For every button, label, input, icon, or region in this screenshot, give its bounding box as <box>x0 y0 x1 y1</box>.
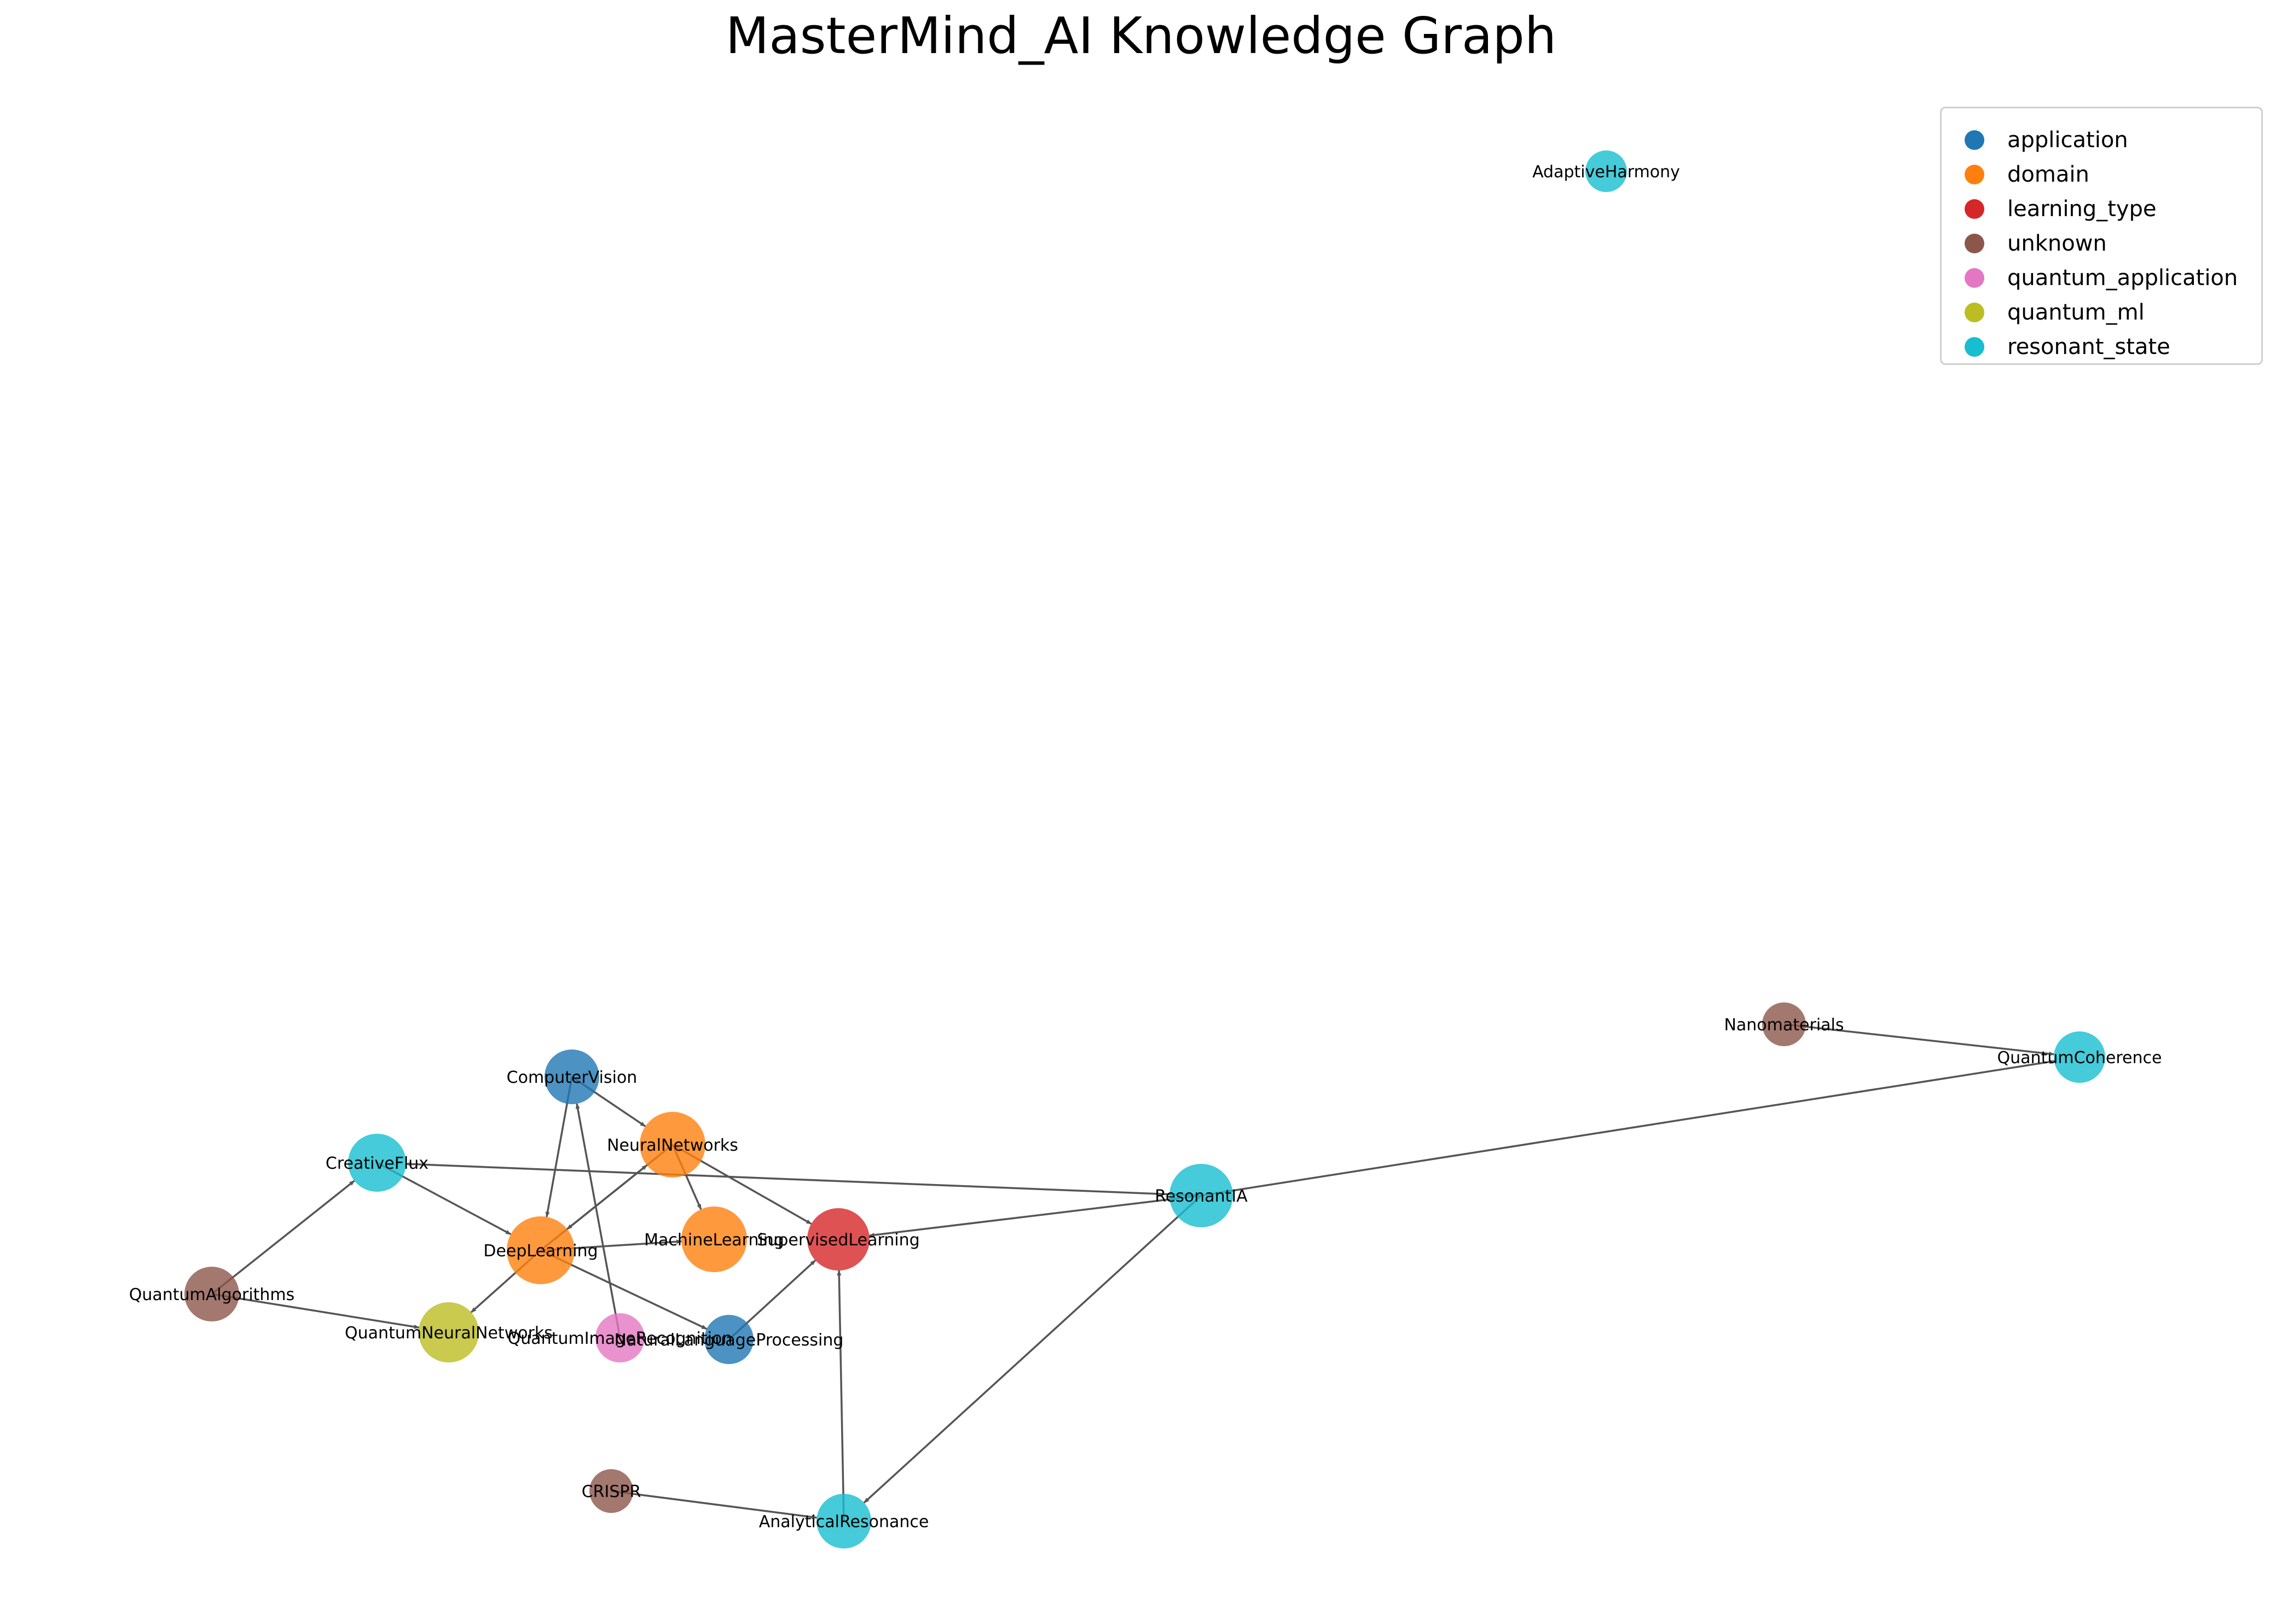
node-label-QuantumImageRecognition: QuantumImageRecognition <box>508 1329 733 1348</box>
edge-QuantumImageRecognition-to-ComputerVision <box>575 1103 621 1338</box>
node-label-NaturalLanguageProcessing: NaturalLanguageProcessing <box>615 1331 844 1350</box>
edge-ResonantIA-to-AnalyticalResonance <box>863 1194 1202 1504</box>
legend-label: application <box>2007 127 2128 153</box>
node-QuantumAlgorithms[interactable] <box>184 1267 239 1321</box>
node-CRISPR[interactable] <box>589 1469 633 1513</box>
legend-marker-quantum_ml <box>1965 303 1984 322</box>
legend-label: quantum_ml <box>2007 300 2145 325</box>
node-AnalyticalResonance[interactable] <box>816 1494 871 1548</box>
node-QuantumImageRecognition[interactable] <box>595 1313 645 1362</box>
node-DeepLearning[interactable] <box>507 1216 575 1284</box>
node-NaturalLanguageProcessing[interactable] <box>704 1315 754 1364</box>
legend-item-quantum_application: quantum_application <box>1942 262 2238 294</box>
legend-item-unknown: unknown <box>1942 227 2107 260</box>
edge-CRISPR-to-AnalyticalResonance <box>611 1490 818 1519</box>
node-label-QuantumNeuralNetworks: QuantumNeuralNetworks <box>345 1324 553 1343</box>
legend-marker-unknown <box>1965 234 1984 253</box>
node-label-QuantumAlgorithms: QuantumAlgorithms <box>129 1285 295 1304</box>
node-label-AnalyticalResonance: AnalyticalResonance <box>759 1512 929 1532</box>
legend-label: quantum_application <box>2007 265 2238 291</box>
node-Nanomaterials[interactable] <box>1762 1002 1806 1046</box>
edge-QuantumAlgorithms-to-CreativeFlux <box>211 1180 355 1295</box>
node-label-NeuralNetworks: NeuralNetworks <box>607 1136 738 1155</box>
node-label-CRISPR: CRISPR <box>582 1482 641 1501</box>
legend-marker-quantum_application <box>1965 268 1984 288</box>
graph-title: MasterMind_AI Knowledge Graph <box>725 7 1557 65</box>
legend-label: resonant_state <box>2007 334 2170 359</box>
node-label-ResonantIA: ResonantIA <box>1155 1187 1248 1206</box>
edge-ResonantIA-to-SupervisedLearning <box>868 1194 1202 1238</box>
node-QuantumNeuralNetworks[interactable] <box>419 1302 479 1362</box>
legend-marker-learning_type <box>1965 199 1984 219</box>
node-ResonantIA[interactable] <box>1169 1164 1233 1227</box>
legend-item-resonant_state: resonant_state <box>1942 330 2170 363</box>
legend-marker-domain <box>1965 165 1984 184</box>
legend-label: domain <box>2007 162 2089 187</box>
node-NeuralNetworks[interactable] <box>640 1112 705 1178</box>
node-label-QuantumCoherence: QuantumCoherence <box>1997 1048 2162 1068</box>
legend-label: learning_type <box>2007 196 2157 222</box>
edge-QuantumAlgorithms-to-QuantumNeuralNetworks <box>211 1293 420 1329</box>
node-CreativeFlux[interactable] <box>348 1134 406 1192</box>
edge-ResonantIA-to-QuantumCoherence <box>1201 1059 2055 1197</box>
node-label-MachineLearning: MachineLearning <box>644 1231 784 1250</box>
legend-item-domain: domain <box>1942 158 2089 191</box>
legend-marker-application <box>1965 130 1984 150</box>
node-layer <box>184 150 2105 1548</box>
node-label-ComputerVision: ComputerVision <box>507 1068 638 1087</box>
label-layer: AdaptiveHarmony Nanomaterials QuantumCoher… <box>129 163 2162 1532</box>
legend-marker-resonant_state <box>1965 337 1984 357</box>
legend-item-quantum_ml: quantum_ml <box>1942 296 2145 329</box>
node-label-SupervisedLearning: SupervisedLearning <box>757 1231 919 1250</box>
edge-ResonantIA-to-CreativeFlux <box>405 1162 1202 1197</box>
node-QuantumCoherence[interactable] <box>2054 1031 2105 1083</box>
node-MachineLearning[interactable] <box>681 1207 747 1272</box>
node-label-AdaptiveHarmony: AdaptiveHarmony <box>1532 163 1680 182</box>
node-ComputerVision[interactable] <box>545 1049 599 1104</box>
node-label-CreativeFlux: CreativeFlux <box>326 1154 428 1173</box>
node-AdaptiveHarmony[interactable] <box>1585 150 1627 192</box>
legend-item-application: application <box>1942 124 2128 156</box>
legend-item-learning_type: learning_type <box>1942 193 2157 225</box>
edge-Nanomaterials-to-QuantumCoherence <box>1783 1023 2055 1056</box>
legend-label: unknown <box>2007 231 2107 256</box>
node-label-Nanomaterials: Nanomaterials <box>1724 1016 1844 1035</box>
edge-layer <box>211 1023 2055 1522</box>
node-label-DeepLearning: DeepLearning <box>483 1242 598 1261</box>
edge-AnalyticalResonance-to-SupervisedLearning <box>837 1269 845 1522</box>
node-SupervisedLearning[interactable] <box>807 1208 870 1271</box>
